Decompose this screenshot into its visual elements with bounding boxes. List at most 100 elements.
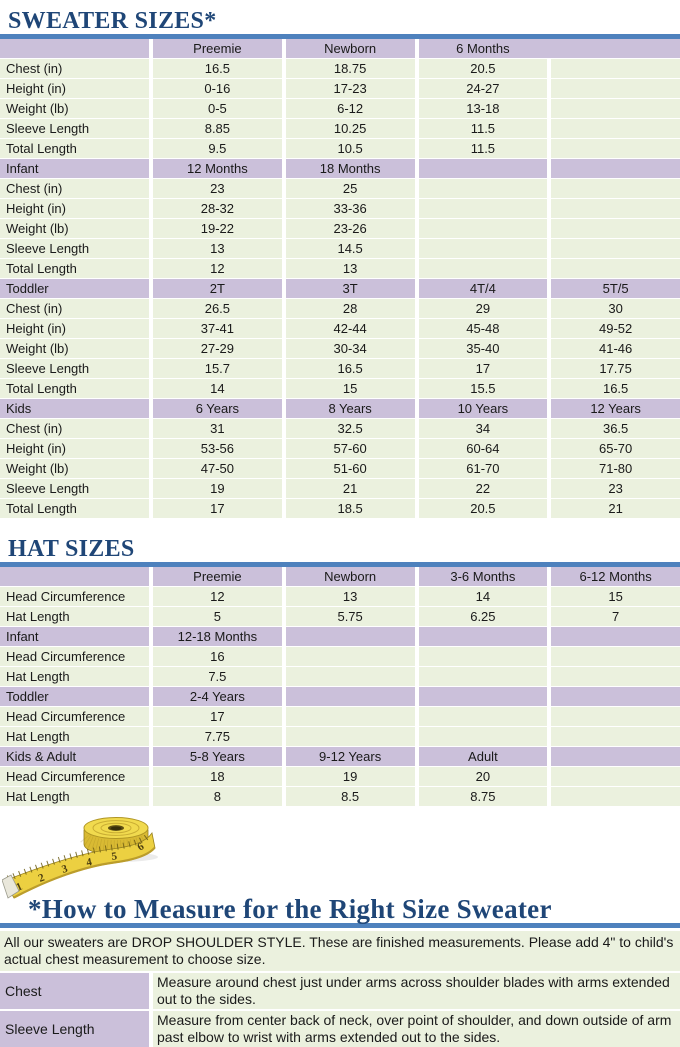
table-row: Height (in) 0-16 17-23 24-27 — [0, 79, 680, 98]
column-gap — [149, 219, 153, 238]
column-gap — [149, 587, 153, 606]
value-cell: 53-56 — [153, 439, 282, 458]
table-row: Height (in) 28-32 33-36 — [0, 199, 680, 218]
column-gap — [414, 747, 419, 766]
column-gap — [547, 399, 552, 418]
column-gap — [414, 439, 419, 458]
column-gap — [414, 79, 419, 98]
table-row: Sleeve Length 19 21 22 23 — [0, 479, 680, 498]
column-gap — [414, 647, 419, 666]
row-label-cell: Chest (in) — [0, 179, 149, 198]
value-cell: 15.5 — [418, 379, 548, 398]
value-cell: 15 — [285, 379, 415, 398]
column-gap — [414, 607, 419, 626]
value-cell — [418, 259, 548, 278]
tape-tick-marks — [6, 831, 153, 882]
accent-bar-measure — [0, 923, 680, 928]
column-gap — [149, 339, 153, 358]
value-cell: 31 — [153, 419, 282, 438]
value-cell: 21 — [285, 479, 415, 498]
column-gap — [281, 139, 286, 158]
table-row: Total Length 17 18.5 20.5 21 — [0, 499, 680, 518]
table-row: Total Length 14 15 15.5 16.5 — [0, 379, 680, 398]
column-gap — [547, 727, 552, 746]
section-label-cell: Kids & Adult — [0, 747, 149, 766]
table-row: Chest (in) 16.5 18.75 20.5 — [0, 59, 680, 78]
table-row: Chest (in) 23 25 — [0, 179, 680, 198]
value-cell: 7.75 — [153, 727, 282, 746]
accent-bar-sweater — [0, 34, 680, 39]
column-gap — [281, 727, 286, 746]
value-cell: 0-5 — [153, 99, 282, 118]
column-gap — [547, 119, 552, 138]
column-header-cell — [551, 687, 680, 706]
section-header-row: Infant 12-18 Months — [0, 627, 680, 646]
column-gap — [414, 139, 419, 158]
how-to-measure-title: *How to Measure for the Right Size Sweat… — [28, 894, 552, 924]
table-row: Height (in) 37-41 42-44 45-48 49-52 — [0, 319, 680, 338]
column-gap — [547, 707, 552, 726]
column-gap — [414, 159, 419, 178]
value-cell: 41-46 — [551, 339, 680, 358]
value-cell — [418, 707, 548, 726]
tape-coil-ring2 — [100, 822, 132, 834]
value-cell — [551, 179, 680, 198]
value-cell: 47-50 — [153, 459, 282, 478]
column-gap — [414, 39, 419, 58]
measure-item-sleeve-length: Sleeve Length Measure from center back o… — [0, 1011, 680, 1047]
value-cell: 57-60 — [285, 439, 415, 458]
value-cell — [418, 239, 548, 258]
column-gap — [149, 767, 153, 786]
column-header-cell: 4T/4 — [418, 279, 548, 298]
table-row: Total Length 9.5 10.5 11.5 — [0, 139, 680, 158]
column-gap — [281, 567, 286, 586]
tape-number-3: 3 — [60, 863, 69, 876]
column-gap — [547, 299, 552, 318]
table-row: Chest (in) 31 32.5 34 36.5 — [0, 419, 680, 438]
value-cell: 33-36 — [285, 199, 415, 218]
column-header-cell: Newborn — [285, 567, 415, 586]
row-label-cell: Total Length — [0, 379, 149, 398]
value-cell: 42-44 — [285, 319, 415, 338]
column-gap — [149, 687, 153, 706]
value-cell: 8 — [153, 787, 282, 806]
table-row: Hat Length 7.5 — [0, 667, 680, 686]
column-gap — [414, 319, 419, 338]
column-gap — [149, 667, 153, 686]
column-gap — [281, 667, 286, 686]
column-gap — [547, 79, 552, 98]
section-label-cell: Kids — [0, 399, 149, 418]
value-cell: 7.5 — [153, 667, 282, 686]
column-gap — [281, 499, 286, 518]
column-gap — [547, 179, 552, 198]
section-label-cell — [0, 39, 149, 58]
column-gap — [149, 139, 153, 158]
column-gap — [149, 319, 153, 338]
table-row: Hat Length 7.75 — [0, 727, 680, 746]
column-gap — [149, 279, 153, 298]
column-gap — [414, 767, 419, 786]
column-gap — [547, 259, 552, 278]
section-label-cell: Toddler — [0, 687, 149, 706]
column-gap — [414, 59, 419, 78]
column-gap — [414, 459, 419, 478]
value-cell: 27-29 — [153, 339, 282, 358]
column-gap — [281, 607, 286, 626]
column-gap — [149, 787, 153, 806]
column-gap — [414, 119, 419, 138]
column-gap — [149, 419, 153, 438]
column-header-cell: 8 Years — [285, 399, 415, 418]
column-header-cell — [551, 159, 680, 178]
column-header-cell: 12 Years — [551, 399, 680, 418]
column-gap — [547, 39, 552, 58]
column-gap — [547, 219, 552, 238]
value-cell: 14 — [153, 379, 282, 398]
column-header-cell: Preemie — [153, 39, 282, 58]
column-gap — [547, 199, 552, 218]
value-cell: 49-52 — [551, 319, 680, 338]
value-cell: 23 — [551, 479, 680, 498]
value-cell: 13 — [285, 587, 415, 606]
column-gap — [414, 199, 419, 218]
column-gap — [281, 687, 286, 706]
value-cell: 18.5 — [285, 499, 415, 518]
